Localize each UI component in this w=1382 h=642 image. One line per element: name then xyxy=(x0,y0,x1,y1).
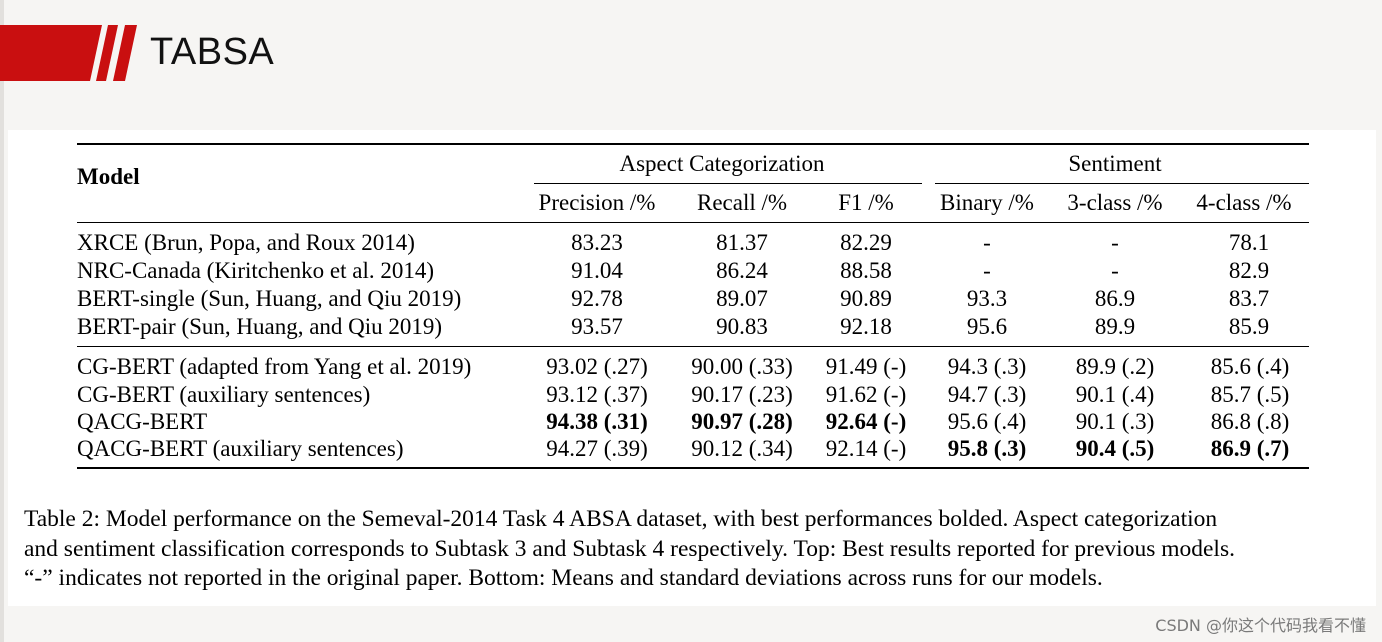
model-cell: BERT-pair (Sun, Huang, and Qiu 2019) xyxy=(77,314,443,339)
precision-cell: 93.12 (.37) xyxy=(546,382,648,407)
binary-cell: - xyxy=(983,258,991,283)
table-caption: Table 2: Model performance on the Semeva… xyxy=(24,505,1369,594)
aspect-categorization-group-header: Aspect Categorization xyxy=(619,151,825,176)
three-class-cell: 89.9 xyxy=(1094,314,1136,339)
precision-cell: 93.02 (.27) xyxy=(546,354,648,379)
four-class-cell: 82.9 xyxy=(1228,258,1270,283)
recall-cell: 90.97 (.28) xyxy=(691,409,793,434)
f1-cell: 82.29 xyxy=(840,230,892,255)
three-class-cell: 90.1 (.3) xyxy=(1075,409,1155,434)
precision-cell: 83.23 xyxy=(571,230,623,255)
recall-cell: 90.17 (.23) xyxy=(691,382,793,407)
binary-cell: 95.6 xyxy=(966,314,1008,339)
precision-cell: 91.04 xyxy=(571,258,623,283)
three-class-cell: 89.9 (.2) xyxy=(1075,354,1155,379)
table-bottom-rule xyxy=(77,467,1309,469)
binary-cell: 95.8 (.3) xyxy=(947,436,1027,461)
caption-line: and sentiment classification corresponds… xyxy=(24,535,1235,562)
three-class-cell: 90.1 (.4) xyxy=(1075,382,1155,407)
precision-cell: 93.57 xyxy=(571,314,623,339)
four-class-cell: 86.8 (.8) xyxy=(1210,409,1290,434)
sentiment-group-header: Sentiment xyxy=(1068,151,1162,176)
recall-cell: 81.37 xyxy=(716,230,768,255)
recall-cell: 90.12 (.34) xyxy=(691,436,793,461)
accent-stripes-logo xyxy=(0,25,137,81)
recall-column-header: Recall /% xyxy=(696,190,788,215)
four-class-cell: 85.9 xyxy=(1228,314,1270,339)
four-class-cell: 86.9 (.7) xyxy=(1210,436,1290,461)
recall-cell: 86.24 xyxy=(716,258,768,283)
precision-column-header: Precision /% xyxy=(538,190,656,215)
recall-cell: 90.83 xyxy=(716,314,768,339)
four-class-cell: 78.1 xyxy=(1228,230,1270,255)
slide-title: TABSA xyxy=(150,31,275,73)
table-top-rule xyxy=(77,143,1309,145)
four-class-column-header: 4-class /% xyxy=(1196,190,1292,215)
caption-line: “-” indicates not reported in the origin… xyxy=(24,565,1103,591)
three-class-column-header: 3-class /% xyxy=(1067,190,1163,215)
four-class-cell: 85.7 (.5) xyxy=(1210,382,1290,407)
f1-cell: 92.64 (-) xyxy=(825,409,907,434)
model-cell: QACG-BERT (auxiliary sentences) xyxy=(77,436,404,461)
model-cell: CG-BERT (auxiliary sentences) xyxy=(77,382,371,407)
precision-cell: 94.38 (.31) xyxy=(546,409,648,434)
slide-header: TABSA xyxy=(0,0,1382,130)
precision-cell: 94.27 (.39) xyxy=(546,436,648,461)
model-column-header: Model xyxy=(77,164,140,189)
model-cell: QACG-BERT xyxy=(77,409,208,434)
sentiment-group-rule xyxy=(935,183,1309,184)
three-class-cell: - xyxy=(1111,258,1119,283)
binary-column-header: Binary /% xyxy=(940,190,1034,215)
header-bottom-rule xyxy=(77,222,1309,223)
binary-cell: 94.7 (.3) xyxy=(947,382,1027,407)
f1-cell: 92.14 (-) xyxy=(825,436,907,461)
section-divider-rule xyxy=(77,346,1309,347)
four-class-cell: 83.7 xyxy=(1228,286,1270,311)
model-cell: BERT-single (Sun, Huang, and Qiu 2019) xyxy=(77,286,462,311)
binary-cell: 94.3 (.3) xyxy=(947,354,1027,379)
f1-cell: 90.89 xyxy=(840,286,892,311)
binary-cell: 95.6 (.4) xyxy=(947,409,1027,434)
f1-cell: 92.18 xyxy=(840,314,892,339)
model-cell: XRCE (Brun, Popa, and Roux 2014) xyxy=(77,230,415,255)
three-class-cell: 90.4 (.5) xyxy=(1075,436,1155,461)
f1-cell: 91.49 (-) xyxy=(825,354,907,379)
binary-cell: - xyxy=(983,230,991,255)
recall-cell: 90.00 (.33) xyxy=(691,354,793,379)
recall-cell: 89.07 xyxy=(716,286,768,311)
f1-column-header: F1 /% xyxy=(838,190,894,215)
three-class-cell: - xyxy=(1111,230,1119,255)
csdn-watermark: CSDN @你这个代码我看不懂 xyxy=(1155,616,1366,635)
caption-line: Table 2: Model performance on the Semeva… xyxy=(24,506,1218,532)
aspect-group-rule xyxy=(534,183,922,184)
three-class-cell: 86.9 xyxy=(1094,286,1136,311)
model-cell: NRC-Canada (Kiritchenko et al. 2014) xyxy=(77,258,435,283)
f1-cell: 88.58 xyxy=(840,258,892,283)
binary-cell: 93.3 xyxy=(966,286,1008,311)
table-figure xyxy=(8,130,1376,606)
precision-cell: 92.78 xyxy=(571,286,623,311)
slide-frame-edge xyxy=(0,0,4,642)
model-cell: CG-BERT (adapted from Yang et al. 2019) xyxy=(77,354,472,379)
four-class-cell: 85.6 (.4) xyxy=(1210,354,1290,379)
f1-cell: 91.62 (-) xyxy=(825,382,907,407)
